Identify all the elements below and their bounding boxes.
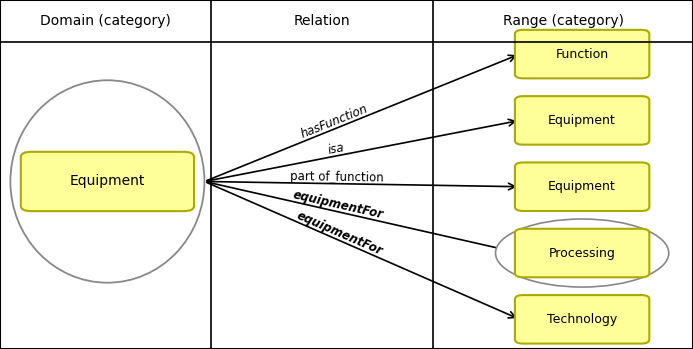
- Text: Technology: Technology: [547, 313, 617, 326]
- Text: equipmentFor: equipmentFor: [295, 209, 385, 258]
- FancyBboxPatch shape: [515, 295, 649, 343]
- Text: Equipment: Equipment: [70, 174, 145, 188]
- Text: part of_function: part of_function: [290, 170, 384, 185]
- FancyBboxPatch shape: [21, 152, 194, 211]
- Text: Relation: Relation: [294, 14, 351, 28]
- Ellipse shape: [495, 219, 669, 287]
- Text: equipmentFor: equipmentFor: [292, 189, 385, 222]
- Text: Equipment: Equipment: [548, 114, 616, 127]
- FancyBboxPatch shape: [515, 96, 649, 144]
- Text: Processing: Processing: [549, 246, 615, 260]
- Text: Domain (category): Domain (category): [40, 14, 171, 28]
- FancyBboxPatch shape: [515, 163, 649, 211]
- Text: Range (category): Range (category): [502, 14, 624, 28]
- Text: Equipment: Equipment: [548, 180, 616, 193]
- Ellipse shape: [10, 80, 204, 283]
- Text: Function: Function: [556, 47, 608, 61]
- FancyBboxPatch shape: [515, 30, 649, 79]
- Text: isa: isa: [326, 141, 345, 157]
- Text: hasFunction: hasFunction: [299, 103, 370, 141]
- FancyBboxPatch shape: [515, 229, 649, 277]
